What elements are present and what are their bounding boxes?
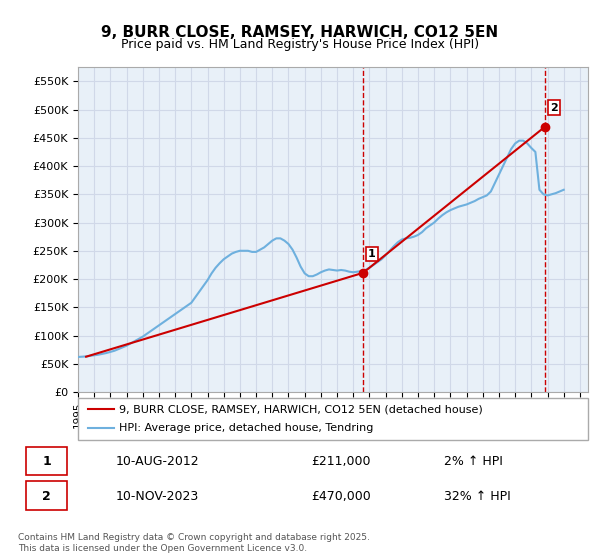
Text: 2: 2 (42, 490, 51, 503)
FancyBboxPatch shape (26, 447, 67, 475)
Text: 2: 2 (550, 102, 558, 113)
Text: 9, BURR CLOSE, RAMSEY, HARWICH, CO12 5EN: 9, BURR CLOSE, RAMSEY, HARWICH, CO12 5EN (101, 25, 499, 40)
Text: 9, BURR CLOSE, RAMSEY, HARWICH, CO12 5EN (detached house): 9, BURR CLOSE, RAMSEY, HARWICH, CO12 5EN… (119, 404, 482, 414)
Text: 32% ↑ HPI: 32% ↑ HPI (444, 490, 511, 503)
Text: £470,000: £470,000 (311, 490, 371, 503)
Text: Price paid vs. HM Land Registry's House Price Index (HPI): Price paid vs. HM Land Registry's House … (121, 38, 479, 51)
Text: 2% ↑ HPI: 2% ↑ HPI (444, 455, 503, 468)
FancyBboxPatch shape (78, 398, 588, 440)
Text: £211,000: £211,000 (311, 455, 371, 468)
Text: 1: 1 (368, 249, 376, 259)
Text: Contains HM Land Registry data © Crown copyright and database right 2025.
This d: Contains HM Land Registry data © Crown c… (18, 533, 370, 553)
Text: 10-AUG-2012: 10-AUG-2012 (116, 455, 199, 468)
FancyBboxPatch shape (26, 482, 67, 510)
Text: HPI: Average price, detached house, Tendring: HPI: Average price, detached house, Tend… (119, 423, 373, 433)
Text: 1: 1 (42, 455, 51, 468)
Text: 10-NOV-2023: 10-NOV-2023 (116, 490, 199, 503)
